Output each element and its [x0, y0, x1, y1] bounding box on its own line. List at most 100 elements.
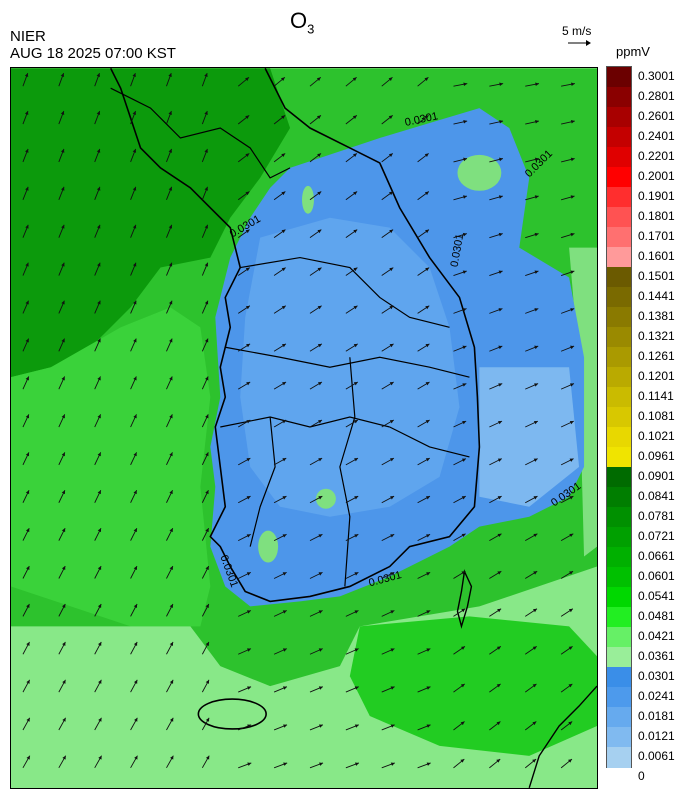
wind-arrow-head	[460, 759, 465, 763]
legend-swatch	[607, 687, 631, 708]
north-border	[110, 87, 291, 179]
wind-arrow-head	[133, 490, 137, 495]
legend-swatch	[607, 287, 631, 308]
korea-inner-light	[240, 217, 460, 517]
wind-arrow-head	[26, 679, 30, 684]
wind-arrow-head	[204, 110, 208, 115]
wind-arrow-head	[460, 683, 465, 688]
wind-arrow-head	[61, 414, 65, 419]
wind-arrow-head	[318, 648, 323, 652]
wind-arrow-head	[246, 343, 251, 348]
wind-arrow-head	[62, 641, 66, 646]
wind-arrow-head	[426, 534, 431, 538]
wind-arrow-head	[61, 338, 65, 343]
wind-arrow-head	[462, 345, 467, 350]
wind-arrow-head	[60, 73, 65, 77]
wind-arrow-head	[25, 186, 29, 191]
east-sea-pale	[479, 367, 580, 507]
wind-arrow-head	[534, 195, 539, 199]
wind-arrow-head	[170, 755, 174, 760]
wind-arrow-head	[204, 73, 208, 77]
wind-arrow-head	[282, 458, 287, 462]
legend-label: 0.1261	[638, 349, 675, 363]
legend-label: 0.1501	[638, 269, 675, 283]
wind-arrow-head	[281, 305, 286, 310]
wind-arrow-head	[497, 533, 502, 538]
wind-arrow-head	[533, 533, 538, 538]
legend-swatch	[607, 447, 631, 468]
legend-label: 0.0721	[638, 529, 675, 543]
legend-swatch	[607, 627, 631, 648]
legend-swatch	[607, 747, 631, 768]
wind-arrow-head	[534, 157, 539, 162]
south-green-blob	[349, 616, 597, 756]
wind-arrow-head	[389, 343, 394, 348]
wind-arrow-head	[388, 77, 393, 81]
wind-arrow-head	[62, 603, 66, 608]
legend-label: 0.3001	[638, 69, 675, 83]
wind-arrow-head	[246, 381, 251, 386]
wind-arrow-head	[390, 648, 395, 652]
wind-arrow-head	[533, 608, 538, 613]
wind-arrow-head	[390, 496, 395, 500]
ozone-map: 0.0301 0.0301 0.0301 0.0301 0.0301 0.030…	[10, 67, 598, 789]
province-border-2	[225, 346, 470, 378]
wind-arrow-head	[460, 721, 465, 726]
wind-arrow-head	[134, 717, 138, 722]
wind-arrow-head	[353, 381, 358, 386]
wind-arrow-head	[570, 270, 575, 274]
wind-arrow-head	[534, 383, 539, 387]
wind-arrow-head	[132, 224, 137, 229]
green-pocket-4	[258, 530, 279, 563]
wind-arrow-head	[353, 267, 358, 272]
wind-arrow-head	[389, 381, 394, 386]
wind-arrow-head	[463, 120, 468, 124]
legend-label: 0.1201	[638, 369, 675, 383]
wind-arrow-head	[282, 496, 287, 500]
color-legend	[606, 66, 632, 768]
wind-arrow-head	[317, 229, 322, 234]
wind-arrow-head	[245, 305, 250, 310]
wind-arrow-head	[388, 115, 393, 119]
legend-unit: ppmV	[616, 44, 650, 59]
wind-arrow-head	[133, 376, 137, 381]
wind-arrow-head	[497, 496, 502, 500]
wind-arrow-head	[354, 762, 359, 766]
wind-arrow-head	[426, 724, 431, 728]
wind-arrow-head	[462, 383, 467, 387]
wind-arrow-head	[169, 603, 173, 608]
wind-arrow-head	[169, 566, 173, 571]
legend-swatch	[607, 267, 631, 288]
wind-arrow-head	[567, 759, 572, 763]
wind-arrow-head	[425, 420, 430, 424]
wind-arrow-head	[317, 267, 322, 272]
wind-arrow-head	[169, 452, 173, 457]
wind-arrow-head	[352, 77, 357, 81]
wind-arrow-head	[246, 572, 251, 576]
legend-swatch	[607, 207, 631, 228]
wind-arrow-head	[389, 267, 394, 272]
wind-arrow-head	[245, 115, 250, 119]
legend-label: 0.2401	[638, 129, 675, 143]
wind-arrow-head	[247, 762, 252, 766]
legend-label: 0.2201	[638, 149, 675, 163]
wind-arrow-head	[570, 232, 575, 237]
wind-arrow-head	[461, 458, 466, 462]
legend-label: 0.1801	[638, 209, 675, 223]
wind-arrow-head	[98, 755, 102, 760]
wind-arrow-head	[169, 717, 174, 722]
wind-arrow-head	[570, 308, 575, 312]
wind-arrow-head	[97, 490, 101, 495]
wind-arrow-head	[569, 533, 574, 538]
wind-arrow-head	[569, 421, 574, 425]
legend-label: 0.0661	[638, 549, 675, 563]
wind-arrow-head	[62, 717, 66, 722]
wind-arrow-head	[426, 686, 431, 690]
wind-arrow-head	[132, 262, 137, 267]
wind-arrow-head	[568, 646, 573, 650]
wind-arrow-head	[168, 262, 173, 267]
legend-label: 0.1021	[638, 429, 675, 443]
wind-arrow-head	[462, 421, 467, 425]
wind-arrow-head	[388, 153, 393, 158]
wind-arrow-head	[133, 452, 137, 457]
